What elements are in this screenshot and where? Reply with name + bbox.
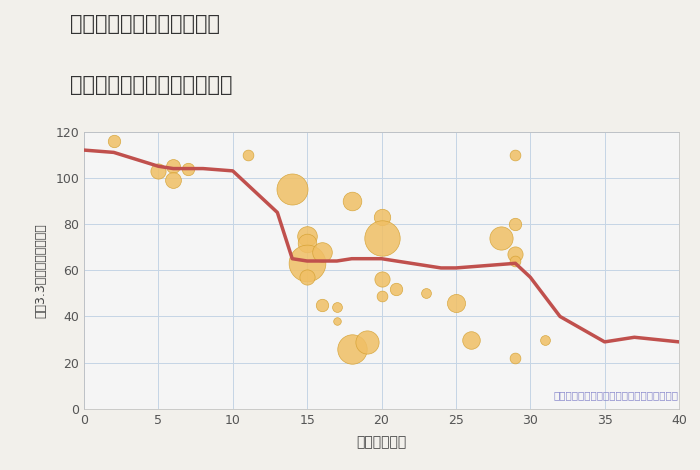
Y-axis label: 坪（3.3㎡）単価（万円）: 坪（3.3㎡）単価（万円） [34,223,47,318]
Point [450,299,461,306]
Point [346,345,357,352]
Point [465,336,476,343]
Point [376,234,387,242]
Point [316,301,328,309]
Text: 築年数別中古マンション価格: 築年数別中古マンション価格 [70,75,232,95]
Point [331,317,342,325]
Point [316,248,328,256]
Point [510,151,521,158]
Point [495,234,506,242]
Point [361,338,372,345]
Point [376,292,387,299]
Point [153,167,164,175]
Point [168,163,179,170]
Point [510,257,521,265]
Point [376,213,387,221]
Point [331,304,342,311]
Point [302,232,313,239]
Point [302,259,313,267]
Point [421,290,432,297]
Point [287,186,298,193]
Point [510,220,521,228]
Point [302,274,313,281]
Point [510,251,521,258]
Point [391,285,402,292]
Point [168,176,179,184]
Point [302,239,313,246]
Point [376,276,387,283]
Point [183,165,194,172]
Point [540,336,551,343]
Point [242,151,253,158]
Point [510,354,521,362]
Point [346,197,357,205]
Text: 兵庫県神戸市西区北山台の: 兵庫県神戸市西区北山台の [70,14,220,34]
X-axis label: 築年数（年）: 築年数（年） [356,435,407,449]
Point [108,137,119,145]
Text: 円の大きさは、取引のあった物件面積を示す: 円の大きさは、取引のあった物件面積を示す [554,391,679,400]
